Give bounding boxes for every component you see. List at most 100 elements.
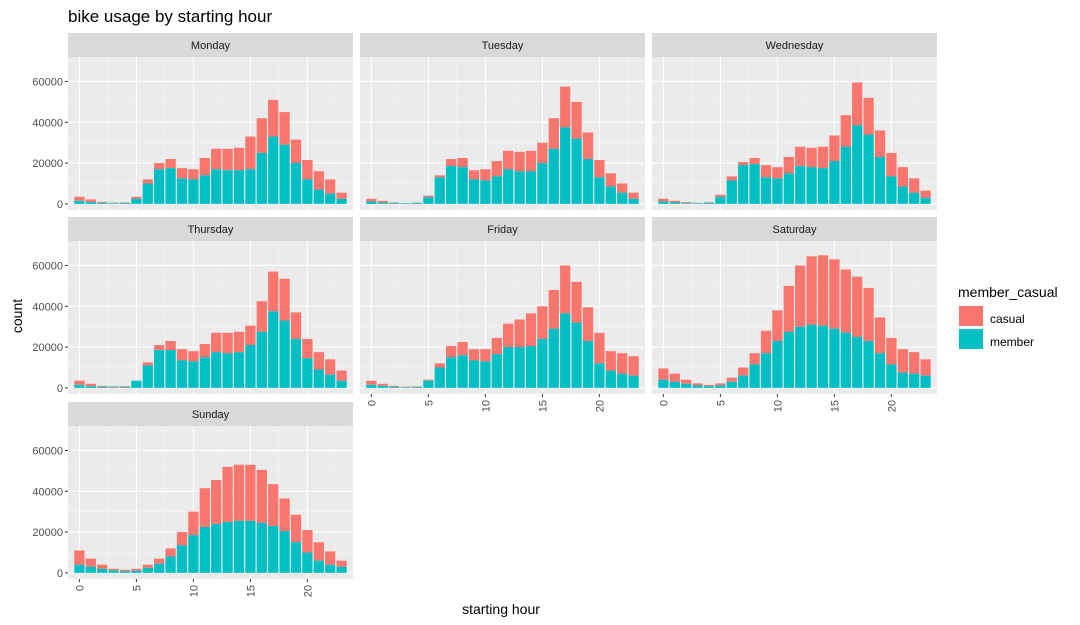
bar-casual-friday-h22 bbox=[617, 353, 628, 374]
bar-casual-wednesday-h21 bbox=[897, 167, 908, 187]
bar-casual-sunday-h12 bbox=[211, 480, 222, 524]
bar-casual-friday-h19 bbox=[582, 307, 594, 341]
x-tick-label: 5 bbox=[131, 585, 143, 591]
bar-member-thursday-h19 bbox=[290, 338, 302, 388]
bar-casual-monday-h15 bbox=[245, 136, 256, 170]
bar-member-friday-h16 bbox=[548, 328, 559, 388]
bar-member-friday-h17 bbox=[560, 313, 571, 388]
bar-casual-friday-h21 bbox=[605, 351, 616, 371]
bar-casual-tuesday-h21 bbox=[605, 173, 616, 187]
bar-casual-monday-h16 bbox=[256, 118, 267, 153]
bar-member-wednesday-h6 bbox=[726, 180, 737, 204]
bar-casual-monday-h11 bbox=[199, 157, 210, 176]
bar-casual-monday-h3 bbox=[108, 202, 119, 204]
bar-casual-sunday-h15 bbox=[245, 464, 256, 521]
bar-member-saturday-h15 bbox=[829, 328, 840, 388]
bar-casual-saturday-h5 bbox=[715, 383, 726, 386]
bar-member-friday-h11 bbox=[491, 354, 502, 388]
bar-casual-monday-h18 bbox=[279, 112, 290, 145]
bar-member-friday-h8 bbox=[457, 355, 468, 388]
bar-casual-sunday-h22 bbox=[325, 551, 336, 565]
bar-member-friday-h12 bbox=[503, 347, 514, 388]
bar-casual-monday-h4 bbox=[119, 202, 131, 204]
legend-label-member: member bbox=[990, 335, 1034, 349]
bar-member-thursday-h16 bbox=[256, 331, 267, 388]
bar-casual-saturday-h18 bbox=[863, 287, 874, 341]
bar-member-thursday-h4 bbox=[119, 387, 131, 388]
bar-member-wednesday-h2 bbox=[681, 203, 692, 204]
panel-friday: Friday 0 5 10 15 20 bbox=[360, 217, 645, 412]
x-tick-label: 0 bbox=[658, 400, 670, 406]
bar-casual-tuesday-h14 bbox=[525, 150, 537, 172]
bar-casual-friday-h8 bbox=[457, 341, 468, 356]
bar-casual-friday-h12 bbox=[503, 323, 514, 348]
bar-member-sunday-h8 bbox=[165, 556, 176, 573]
panel-monday: Monday 0 20000 40000 60000 bbox=[32, 33, 353, 211]
bar-member-wednesday-h11 bbox=[783, 173, 794, 204]
panel-sunday: Sunday 0 20000 40000 60000 0 5 10 15 20 bbox=[32, 402, 353, 597]
bar-member-wednesday-h23 bbox=[920, 197, 931, 204]
bar-casual-thursday-h11 bbox=[199, 344, 210, 358]
bar-member-wednesday-h22 bbox=[909, 192, 920, 204]
bar-casual-monday-h1 bbox=[85, 199, 96, 203]
bar-member-sunday-h18 bbox=[279, 531, 290, 573]
bar-member-monday-h3 bbox=[108, 203, 119, 204]
bar-casual-thursday-h20 bbox=[302, 338, 313, 359]
bar-member-wednesday-h10 bbox=[772, 178, 783, 204]
bar-casual-sunday-h6 bbox=[142, 564, 153, 568]
bar-casual-wednesday-h10 bbox=[772, 167, 783, 179]
facet-strip bbox=[360, 217, 645, 241]
x-tick-label: 20 bbox=[886, 400, 898, 412]
bar-casual-sunday-h16 bbox=[256, 469, 267, 523]
bar-casual-sunday-h17 bbox=[268, 484, 279, 526]
bar-casual-thursday-h22 bbox=[325, 359, 336, 375]
bar-member-sunday-h4 bbox=[119, 571, 131, 573]
bar-casual-thursday-h13 bbox=[222, 332, 233, 354]
bar-member-friday-h2 bbox=[389, 386, 400, 388]
bar-casual-monday-h20 bbox=[302, 160, 313, 180]
bar-member-wednesday-h0 bbox=[658, 201, 669, 204]
bar-casual-wednesday-h15 bbox=[829, 135, 840, 162]
bar-casual-saturday-h19 bbox=[874, 317, 886, 354]
bar-casual-tuesday-h7 bbox=[446, 159, 457, 167]
bar-member-saturday-h23 bbox=[920, 375, 931, 388]
bar-member-sunday-h5 bbox=[131, 570, 142, 573]
bar-casual-monday-h13 bbox=[222, 148, 233, 171]
bar-member-sunday-h7 bbox=[154, 563, 165, 573]
bar-member-wednesday-h5 bbox=[715, 196, 726, 204]
bar-casual-friday-h5 bbox=[423, 379, 434, 381]
bar-member-sunday-h1 bbox=[85, 566, 96, 573]
bar-member-monday-h1 bbox=[85, 202, 96, 204]
bar-member-tuesday-h11 bbox=[491, 176, 502, 204]
bar-member-saturday-h17 bbox=[852, 336, 863, 388]
bar-casual-tuesday-h2 bbox=[389, 202, 400, 204]
bar-casual-monday-h23 bbox=[336, 192, 347, 199]
bar-member-sunday-h19 bbox=[290, 542, 302, 573]
bar-casual-monday-h22 bbox=[325, 179, 336, 194]
bar-member-friday-h3 bbox=[400, 387, 411, 388]
facet-strip-label: Tuesday bbox=[482, 40, 524, 52]
bar-casual-tuesday-h19 bbox=[582, 132, 594, 159]
bar-casual-sunday-h11 bbox=[199, 488, 210, 527]
bar-member-monday-h2 bbox=[97, 202, 108, 204]
bar-member-monday-h20 bbox=[302, 179, 313, 204]
legend-swatch-casual bbox=[959, 306, 983, 326]
y-tick-label: 0 bbox=[57, 199, 63, 211]
bar-member-saturday-h16 bbox=[840, 332, 851, 388]
bar-casual-monday-h2 bbox=[97, 201, 108, 203]
bar-casual-friday-h15 bbox=[537, 306, 548, 339]
bar-casual-wednesday-h20 bbox=[886, 152, 897, 177]
bar-member-thursday-h5 bbox=[131, 380, 142, 388]
bar-member-sunday-h14 bbox=[233, 520, 245, 573]
bar-casual-sunday-h23 bbox=[336, 560, 347, 567]
bar-member-sunday-h15 bbox=[245, 520, 256, 573]
x-tick-label: 20 bbox=[302, 585, 314, 597]
bar-member-tuesday-h8 bbox=[457, 167, 468, 204]
bar-casual-tuesday-h9 bbox=[468, 170, 480, 180]
bar-casual-monday-h12 bbox=[211, 148, 222, 170]
facet-strip bbox=[68, 402, 353, 426]
bar-member-wednesday-h4 bbox=[703, 202, 715, 204]
bar-member-wednesday-h1 bbox=[669, 202, 680, 204]
bar-member-monday-h12 bbox=[211, 169, 222, 204]
facet-strip bbox=[652, 33, 937, 57]
